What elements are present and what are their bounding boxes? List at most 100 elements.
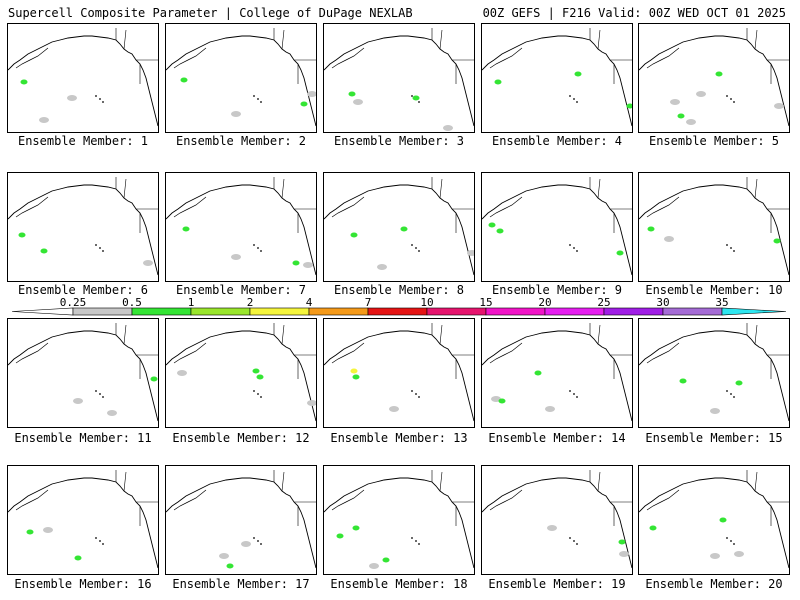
scp-field-blob xyxy=(677,113,685,119)
aleutian-coast xyxy=(646,47,680,69)
scp-field-blob xyxy=(369,563,379,569)
scp-field-blob xyxy=(574,71,582,77)
map-panel xyxy=(323,318,475,428)
aleutian-coast xyxy=(15,196,49,218)
ensemble-member-label: Ensemble Member: 5 xyxy=(648,134,780,148)
legend-color-bin xyxy=(190,307,251,316)
hawaii-island xyxy=(730,393,732,395)
legend-color-bin xyxy=(426,307,487,316)
map-panel xyxy=(638,23,790,133)
scp-field-blob xyxy=(696,91,706,97)
scp-field-blob xyxy=(377,264,387,270)
aleutian-coast xyxy=(331,489,365,511)
hawaii-island xyxy=(95,537,97,539)
hawaii-island xyxy=(253,537,255,539)
hawaii-island xyxy=(733,396,735,398)
coastline xyxy=(8,477,158,569)
run-valid-time: 00Z GEFS | F216 Valid: 00Z WED OCT 01 20… xyxy=(482,6,786,20)
scp-field-blob xyxy=(715,71,723,77)
legend-tick-label: 20 xyxy=(538,296,551,309)
scp-field-blob xyxy=(180,77,188,83)
scp-field-blob xyxy=(400,226,408,232)
map-panel xyxy=(323,465,475,575)
coastline xyxy=(482,477,632,569)
legend-tick-label: 0.5 xyxy=(122,296,142,309)
legend-color-bin xyxy=(72,307,133,316)
scp-field-blob xyxy=(494,79,502,85)
scp-field-blob xyxy=(252,368,260,374)
hawaii-island xyxy=(99,98,101,100)
legend-color-bin xyxy=(131,307,192,316)
pacific-basemap xyxy=(639,470,789,569)
ensemble-member-label: Ensemble Member: 17 xyxy=(172,577,310,591)
hawaii-island xyxy=(411,95,413,97)
scp-field-blob xyxy=(307,91,316,97)
hawaii-island xyxy=(576,250,578,252)
coastline xyxy=(482,330,632,422)
ensemble-member-label: Ensemble Member: 15 xyxy=(645,431,783,445)
hawaii-island xyxy=(260,250,262,252)
hawaii-island xyxy=(415,247,417,249)
hawaii-island xyxy=(99,393,101,395)
political-borders xyxy=(115,28,158,84)
hawaii-island xyxy=(257,393,259,395)
political-borders xyxy=(273,323,316,379)
hawaii-island xyxy=(730,247,732,249)
scp-field-blob xyxy=(40,248,48,254)
scp-field-blob xyxy=(226,563,234,569)
scp-field-blob xyxy=(26,529,34,535)
pacific-basemap xyxy=(8,323,158,422)
pacific-basemap xyxy=(166,28,316,127)
pacific-basemap xyxy=(8,177,158,276)
hawaii-island xyxy=(253,95,255,97)
hawaii-island xyxy=(418,543,420,545)
coastline xyxy=(324,184,474,276)
scp-field-blob xyxy=(336,533,344,539)
coastline xyxy=(8,330,158,422)
scp-field-blob xyxy=(547,525,557,531)
scp-field-blob xyxy=(488,222,496,228)
legend-tick-label: 35 xyxy=(715,296,728,309)
scp-field-blob xyxy=(73,398,83,404)
scp-field-blob xyxy=(719,517,727,523)
ensemble-member-label: Ensemble Member: 12 xyxy=(172,431,310,445)
political-borders xyxy=(746,177,789,233)
scp-field-blob xyxy=(773,238,781,244)
aleutian-coast xyxy=(489,47,523,69)
scp-field-blob xyxy=(382,557,390,563)
hawaii-island xyxy=(569,537,571,539)
scp-field-blob xyxy=(231,254,241,260)
aleutian-coast xyxy=(646,489,680,511)
aleutian-coast xyxy=(646,196,680,218)
political-borders xyxy=(273,177,316,233)
political-borders xyxy=(115,470,158,526)
hawaii-island xyxy=(726,95,728,97)
coastline xyxy=(324,330,474,422)
scp-field-blob xyxy=(649,525,657,531)
pacific-basemap xyxy=(8,470,158,569)
ensemble-member-label: Ensemble Member: 2 xyxy=(175,134,307,148)
scp-field-blob xyxy=(303,262,313,268)
pacific-basemap xyxy=(482,177,632,276)
scp-field-blob xyxy=(143,260,153,266)
aleutian-coast xyxy=(489,489,523,511)
scp-field-blob xyxy=(534,370,542,376)
map-panel xyxy=(165,465,317,575)
hawaii-island xyxy=(253,244,255,246)
map-panel xyxy=(638,318,790,428)
hawaii-island xyxy=(102,250,104,252)
coastline xyxy=(166,330,316,422)
map-panel xyxy=(481,318,633,428)
scp-field-blob xyxy=(710,553,720,559)
hawaii-island xyxy=(99,247,101,249)
aleutian-coast xyxy=(15,489,49,511)
aleutian-coast xyxy=(331,47,365,69)
pacific-basemap xyxy=(166,470,316,569)
scp-field-blob xyxy=(353,99,363,105)
map-panel xyxy=(638,172,790,282)
coastline xyxy=(8,184,158,276)
hawaii-island xyxy=(257,247,259,249)
legend-tick-label: 1 xyxy=(188,296,195,309)
scp-field-blob xyxy=(734,551,744,557)
map-panel xyxy=(323,23,475,133)
